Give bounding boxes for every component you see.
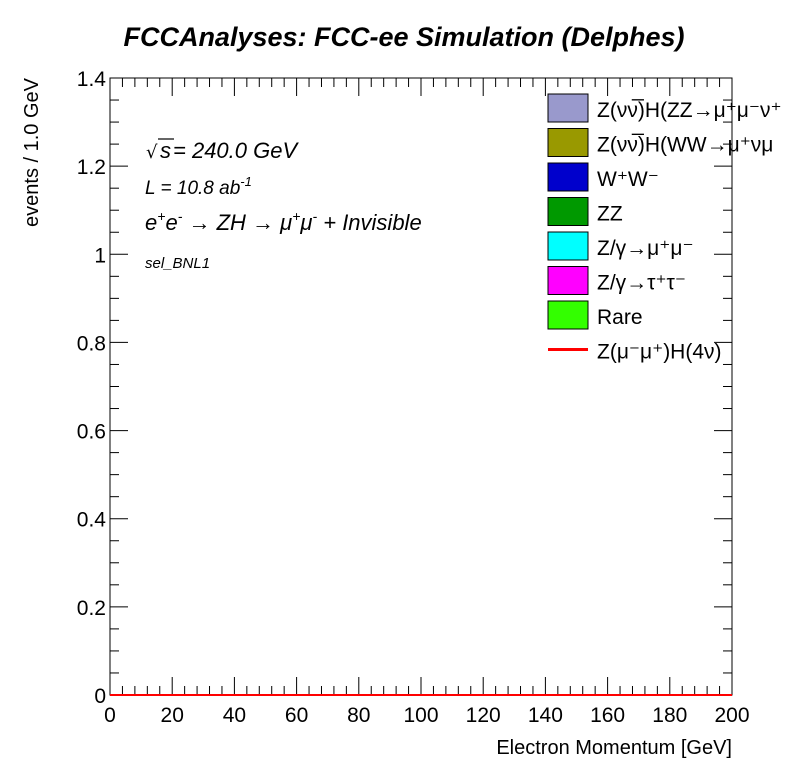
x-tick-label: 60 <box>285 704 308 727</box>
x-tick-label: 200 <box>714 704 749 727</box>
legend-label: Z(νν̅)H(WW→μ⁺νμ <box>597 134 773 157</box>
y-tick-label: 0.8 <box>77 332 106 355</box>
x-tick-label: 80 <box>347 704 370 727</box>
proc-arrow: → ZH → <box>182 210 280 235</box>
luminosity-exponent: -1 <box>240 174 252 189</box>
process-text: e+e- → ZH → μ+μ- + Invisible <box>145 208 422 235</box>
x-tick-label: 40 <box>223 704 246 727</box>
proc-tail: + Invisible <box>317 210 422 235</box>
x-axis: 0 20 40 60 80 100 120 140 160 180 200 <box>104 78 750 727</box>
proc-e1-sup: + <box>157 208 165 224</box>
luminosity-text: L = 10.8 ab-1 <box>145 174 252 199</box>
sqrt-sign: √ <box>146 142 158 163</box>
legend-swatch <box>547 162 589 192</box>
x-tick-label: 180 <box>652 704 687 727</box>
legend-label: ZZ <box>597 203 623 226</box>
y-tick-label: 1.4 <box>77 68 107 91</box>
energy-annotation: √ s = 240.0 GeV <box>146 138 299 163</box>
legend-swatch <box>547 231 589 261</box>
selection-label: sel_BNL1 <box>145 255 210 272</box>
legend-swatch <box>547 300 589 330</box>
y-tick-label: 1.2 <box>77 156 106 179</box>
proc-e1: e <box>145 210 157 235</box>
x-tick-label: 0 <box>104 704 116 727</box>
proc-e2: e <box>165 210 177 235</box>
y-tick-label: 0.2 <box>77 597 106 620</box>
legend-swatch <box>547 128 589 157</box>
proc-e2-sup: - <box>178 208 183 224</box>
x-tick-label: 160 <box>590 704 625 727</box>
legend-swatch <box>547 93 589 123</box>
y-tick-label: 1 <box>94 244 106 267</box>
x-tick-label: 20 <box>161 704 184 727</box>
process-annotation: e+e- → ZH → μ+μ- + Invisible <box>145 208 422 235</box>
proc-mu1-sup: + <box>292 208 300 224</box>
legend-label: W⁺W⁻ <box>597 168 659 191</box>
proc-mu2: μ <box>299 210 312 235</box>
legend-label: Z(νν̅)H(ZZ→μ⁺μ⁻ν⁺ <box>597 99 782 122</box>
luminosity-annotation: L = 10.8 ab-1 <box>145 174 252 199</box>
x-axis-title: Electron Momentum [GeV] <box>496 737 732 759</box>
legend-swatch <box>547 266 589 295</box>
chart-title: FCCAnalyses: FCC-ee Simulation (Delphes) <box>123 22 684 52</box>
energy-value: = 240.0 GeV <box>173 138 299 163</box>
legend-label: Z(μ⁻μ⁺)H(4ν) <box>597 341 722 364</box>
y-tick-label: 0.4 <box>77 509 107 532</box>
y-axis-title: events / 1.0 GeV <box>21 77 43 227</box>
proc-mu1: μ <box>279 210 292 235</box>
legend-label: Z/γ→μ⁺μ⁻ <box>597 237 694 260</box>
luminosity-value: L = 10.8 ab <box>145 178 240 199</box>
legend-label: Rare <box>597 306 643 329</box>
energy-symbol: s <box>160 138 171 163</box>
y-axis: 0 0.2 0.4 0.6 0.8 1 1.2 1.4 <box>77 68 732 708</box>
x-tick-label: 140 <box>528 704 563 727</box>
proc-mu2-sup: - <box>312 208 317 224</box>
y-tick-label: 0.6 <box>77 421 106 444</box>
x-tick-label: 120 <box>466 704 501 727</box>
y-tick-label: 0 <box>94 685 106 708</box>
legend-swatch <box>547 197 589 226</box>
x-tick-label: 100 <box>403 704 438 727</box>
legend-label: Z/γ→τ⁺τ⁻ <box>597 272 686 295</box>
legend: Z(νν̅)H(ZZ→μ⁺μ⁻ν⁺ Z(νν̅)H(WW→μ⁺νμ W⁺W⁻ ZZ Z/… <box>547 93 782 364</box>
